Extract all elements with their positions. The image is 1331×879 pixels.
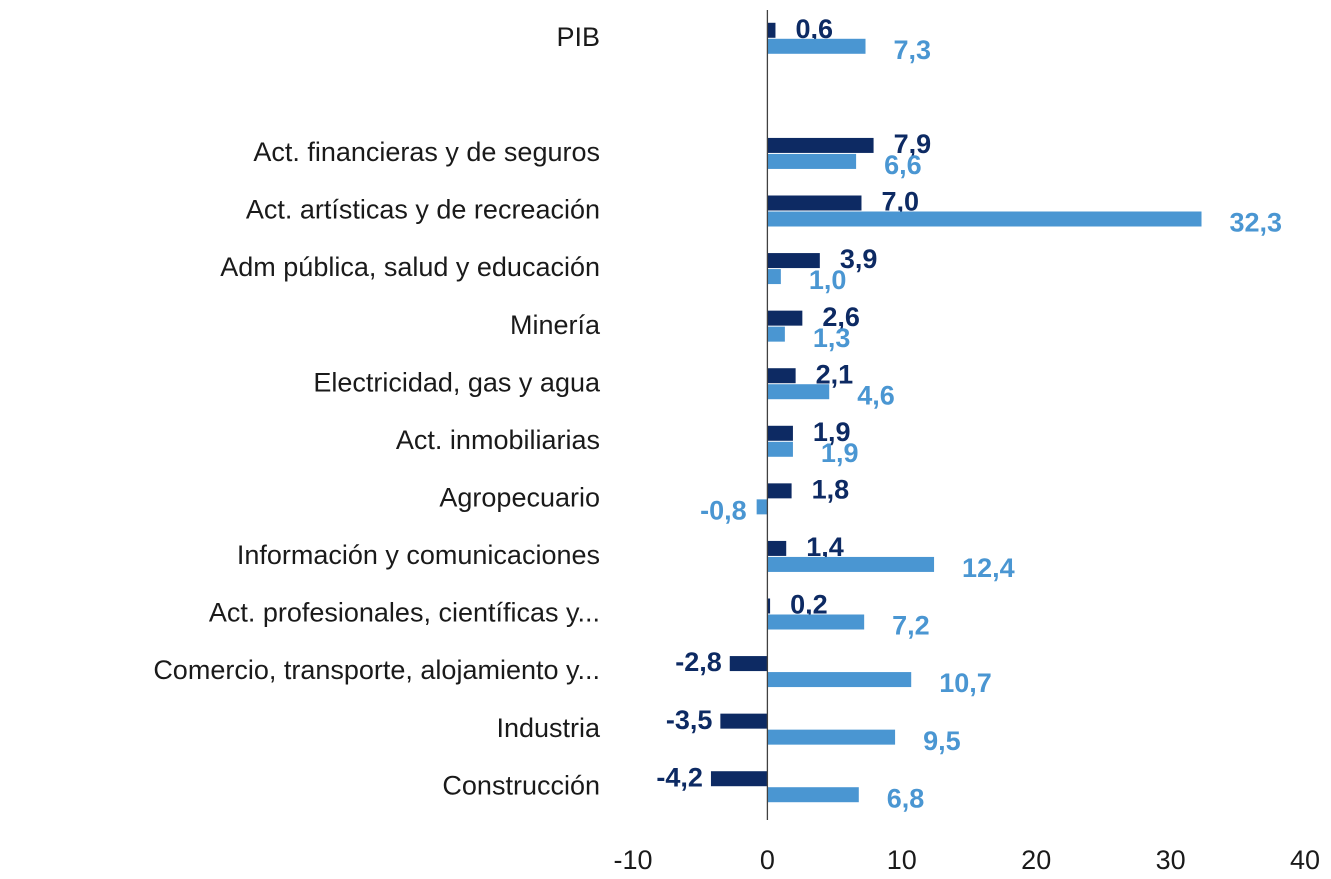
- bar: [767, 253, 820, 269]
- x-tick-label: 0: [760, 845, 775, 875]
- bar: [767, 310, 803, 326]
- x-tick-label: 30: [1156, 845, 1186, 875]
- data-label: 1,3: [813, 323, 851, 353]
- category-label: Act. financieras y de seguros: [253, 137, 600, 167]
- bar: [756, 499, 768, 515]
- bar: [767, 368, 796, 384]
- data-label: 1,9: [821, 438, 859, 468]
- category-label: PIB: [556, 22, 600, 52]
- data-label: 1,8: [812, 474, 850, 504]
- bar: [767, 614, 865, 630]
- data-label: 1,0: [809, 265, 847, 295]
- category-label: Electricidad, gas y agua: [313, 367, 601, 397]
- data-label: 12,4: [962, 553, 1015, 583]
- category-label: Información y comunicaciones: [237, 540, 600, 570]
- bar: [767, 483, 792, 499]
- bar: [767, 425, 793, 441]
- bar: [710, 771, 768, 787]
- category-label: Industria: [496, 713, 601, 743]
- bar: [767, 137, 874, 153]
- bar: [729, 656, 768, 672]
- data-label: 9,5: [923, 726, 961, 756]
- bar: [767, 195, 862, 211]
- bar: [767, 211, 1202, 227]
- data-label: 6,8: [887, 783, 925, 813]
- category-label: Agropecuario: [439, 482, 600, 512]
- category-label: Minería: [510, 310, 601, 340]
- data-label: 6,6: [884, 150, 922, 180]
- bar: [767, 22, 776, 38]
- bar: [720, 713, 768, 729]
- data-label: 2,6: [822, 302, 860, 332]
- data-label: -2,8: [675, 647, 722, 677]
- x-tick-label: -10: [613, 845, 652, 875]
- data-label: 1,9: [813, 417, 851, 447]
- data-label: 4,6: [857, 380, 895, 410]
- data-label: 3,9: [840, 244, 878, 274]
- x-tick-label: 10: [887, 845, 917, 875]
- bar: [767, 441, 793, 457]
- bar: [767, 153, 857, 169]
- bar: [767, 598, 771, 614]
- bar: [767, 672, 912, 688]
- category-label: Construcción: [442, 770, 600, 800]
- x-tick-label: 20: [1021, 845, 1051, 875]
- category-label: Adm pública, salud y educación: [220, 252, 600, 282]
- bar: [767, 787, 859, 803]
- bar: [767, 556, 935, 572]
- bar: [767, 326, 785, 342]
- category-label: Act. artísticas y de recreación: [246, 195, 600, 225]
- bar: [767, 38, 866, 54]
- bar: [767, 269, 781, 285]
- data-label: 7,3: [894, 35, 932, 65]
- data-label: 7,9: [894, 129, 932, 159]
- x-tick-label: 40: [1290, 845, 1320, 875]
- data-label: -0,8: [700, 495, 747, 525]
- bar: [767, 384, 830, 400]
- category-label: Act. profesionales, científicas y...: [209, 598, 600, 628]
- data-label: -4,2: [656, 762, 703, 792]
- data-label: 7,2: [892, 611, 930, 641]
- data-label: 10,7: [939, 668, 992, 698]
- data-label: -3,5: [666, 705, 713, 735]
- bar: [767, 729, 896, 745]
- category-label: Comercio, transporte, alojamiento y...: [153, 655, 600, 685]
- category-label: Act. inmobiliarias: [396, 425, 600, 455]
- bar: [767, 540, 787, 556]
- data-label: 32,3: [1230, 208, 1283, 238]
